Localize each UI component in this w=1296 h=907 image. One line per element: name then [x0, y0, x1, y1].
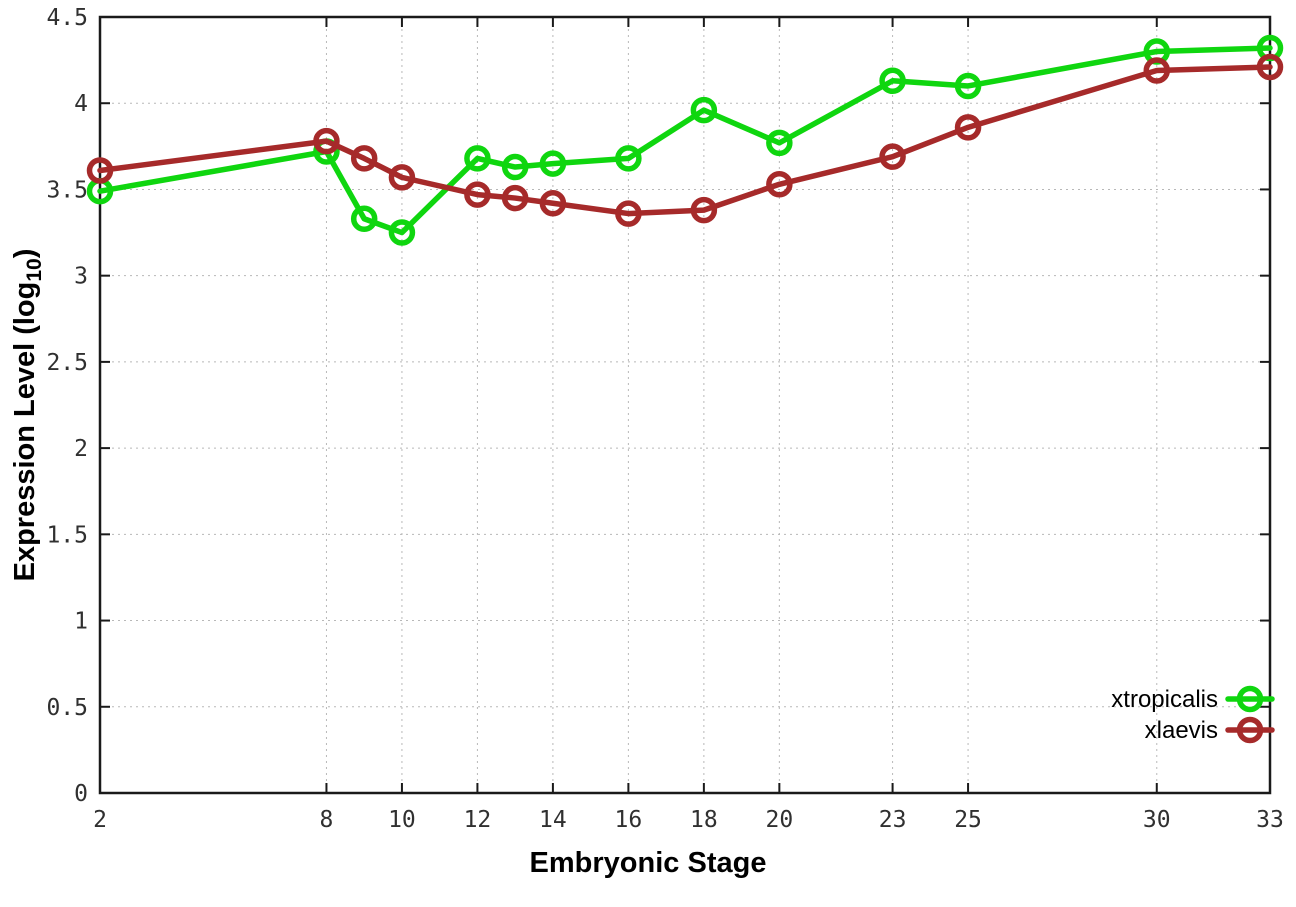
legend-marker: [1236, 685, 1264, 713]
y-axis-title-close: ): [9, 248, 41, 259]
y-tick-label: 0.5: [46, 695, 88, 721]
y-tick-label: 3.5: [46, 177, 88, 203]
data-point-xlaevis: [766, 171, 793, 198]
x-tick-label: 16: [615, 807, 643, 833]
legend-label: xtropicalis: [1111, 686, 1218, 713]
data-point-xtropicalis: [766, 129, 793, 157]
y-axis-title-text: Expression Level (log: [9, 281, 41, 582]
y-tick-label: 2.5: [46, 350, 88, 376]
x-tick-label: 14: [539, 807, 567, 833]
legend-label: xlaevis: [1145, 717, 1218, 744]
series-xtropicalis: [86, 34, 1284, 246]
x-tick-label: 23: [879, 807, 907, 833]
x-tick-label: 18: [690, 807, 718, 833]
axis-ticks: [99, 16, 1271, 794]
y-tick-label: 2: [74, 436, 88, 462]
series-line-xtropicalis: [97, 45, 1273, 236]
data-point-xtropicalis: [690, 96, 718, 124]
data-point-xlaevis: [1143, 57, 1171, 84]
y-tick-label: 1.5: [46, 522, 88, 548]
x-tick-label: 8: [320, 807, 334, 833]
x-tick-labels: 2 8 10 12 14 16 18 20 23 25 30 33: [93, 807, 1284, 833]
x-tick-label: 20: [766, 807, 794, 833]
plot-border: [98, 15, 1272, 795]
data-point-xtropicalis: [954, 72, 982, 100]
y-tick-label: 3: [74, 264, 88, 290]
y-axis-title-subscript: 10: [23, 258, 46, 282]
data-point-xtropicalis: [501, 153, 529, 181]
data-point-xlaevis: [350, 145, 378, 172]
data-point-xtropicalis: [464, 145, 491, 172]
data-point-xlaevis: [615, 200, 642, 227]
x-tick-label: 25: [954, 807, 982, 833]
legend-marker: [1236, 716, 1264, 744]
x-tick-label: 30: [1143, 807, 1171, 833]
data-point-xlaevis: [313, 127, 340, 155]
series-xlaevis: [86, 53, 1284, 227]
y-tick-label: 4: [74, 91, 88, 117]
data-point-xlaevis: [954, 114, 982, 141]
y-axis-title: Expression Level (log10): [9, 203, 47, 627]
x-tick-label: 10: [388, 807, 416, 833]
x-axis-title: Embryonic Stage: [529, 847, 767, 879]
data-point-xtropicalis: [350, 205, 378, 233]
data-point-xlaevis: [879, 143, 906, 170]
data-point-xlaevis: [1256, 53, 1284, 81]
data-point-xtropicalis: [879, 67, 906, 95]
legend-entry-xtropicalis: xtropicalis: [1111, 685, 1275, 713]
y-tick-label: 1: [74, 609, 88, 635]
data-point-xlaevis: [501, 184, 529, 212]
series-line-xlaevis: [97, 64, 1273, 217]
data-point-xlaevis: [539, 189, 567, 217]
x-tick-label: 12: [464, 807, 492, 833]
y-tick-labels: 0 0.5 1 1.5 2 2.5 3 3.5 4 4.5: [46, 5, 88, 807]
legend: xtropicalis xlaevis: [1111, 685, 1275, 744]
x-tick-label: 33: [1256, 807, 1284, 833]
data-point-xtropicalis: [615, 145, 642, 172]
data-point-xlaevis: [388, 164, 416, 191]
data-point-xlaevis: [464, 181, 491, 208]
data-point-xtropicalis: [388, 219, 416, 246]
grid-lines: [99, 16, 1271, 794]
data-point-xtropicalis: [539, 150, 567, 177]
legend-entry-xlaevis: xlaevis: [1145, 716, 1275, 744]
data-point-xlaevis: [86, 157, 114, 184]
data-point-xlaevis: [690, 196, 718, 224]
x-tick-label: 2: [93, 807, 107, 833]
y-tick-label: 0: [74, 781, 88, 807]
y-tick-label: 4.5: [46, 5, 88, 31]
